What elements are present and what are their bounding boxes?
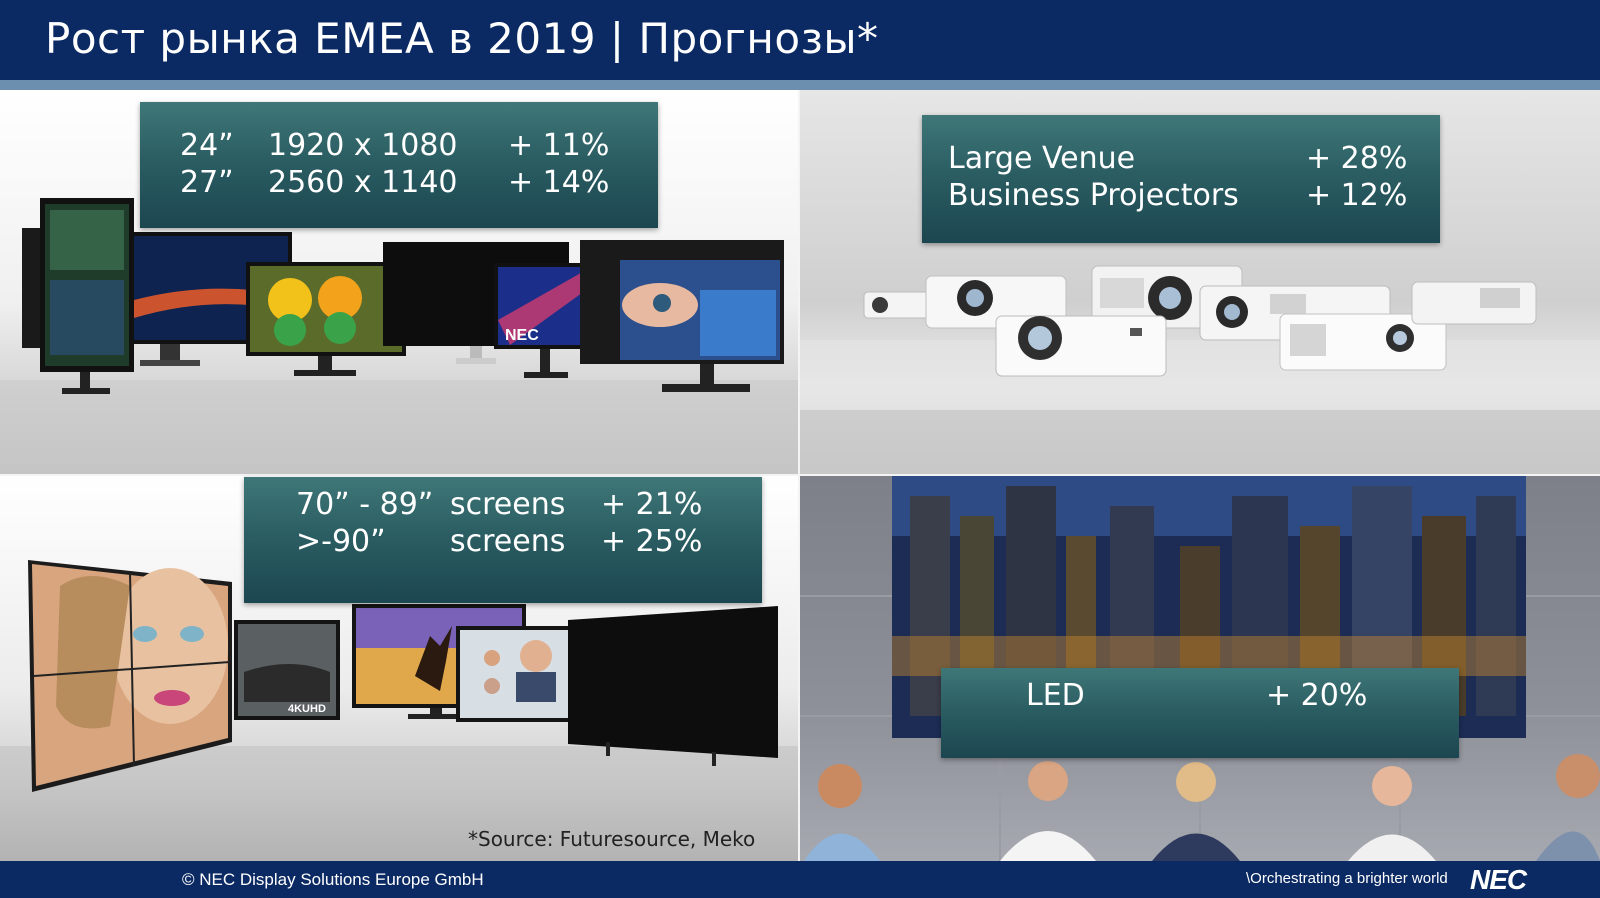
large-displays-illustration: 4KUHD xyxy=(0,560,798,861)
slide-title: Рост рынка EMEA в 2019 | Прогнозы* xyxy=(45,14,879,63)
footer-bar: © NEC Display Solutions Europe GmbH \Orc… xyxy=(0,861,1600,898)
projectors-row-business: Business Projectors + 12% xyxy=(922,178,1440,218)
nec-logo: NEC xyxy=(1470,864,1527,895)
projectors-row-large-venue: Large Venue + 28% xyxy=(922,141,1440,181)
title-bar: Рост рынка EMEA в 2019 | Прогнозы* xyxy=(0,0,1600,80)
uhd-badge: 4KUHD xyxy=(288,703,326,715)
projector-1 xyxy=(863,291,945,319)
display-videoconference xyxy=(456,626,574,722)
large-displays-row-70-89: 70” - 89” screens + 21% xyxy=(244,487,762,527)
projector-6 xyxy=(1279,313,1447,371)
led-row: LED + 20% xyxy=(941,678,1459,718)
monitor-growth: + 11% xyxy=(508,128,610,163)
projector-category: Business Projectors xyxy=(948,178,1239,213)
screen-size: >-90” xyxy=(296,524,386,559)
large-displays-stat-box: 70” - 89” screens + 21% >-90” screens + … xyxy=(244,477,762,603)
screen-growth: + 25% xyxy=(601,524,703,559)
panel-divider-horizontal xyxy=(0,474,1600,476)
screen-size: 70” - 89” xyxy=(296,487,434,522)
projector-growth: + 28% xyxy=(1306,141,1408,176)
monitors-illustration: NEC xyxy=(0,198,798,474)
monitor-resolution: 2560 x 1140 xyxy=(268,165,458,200)
projectors-stat-box: Large Venue + 28% Business Projectors + … xyxy=(922,115,1440,243)
projector-4 xyxy=(995,315,1167,377)
display-car: 4KUHD xyxy=(234,620,340,720)
source-note: *Source: Futuresource, Meko xyxy=(468,827,756,851)
screen-label: screens xyxy=(450,487,566,522)
copyright-text: © NEC Display Solutions Europe GmbH xyxy=(182,870,484,889)
led-label: LED xyxy=(1026,678,1085,713)
projectors-panel xyxy=(800,90,1600,474)
video-wall xyxy=(28,560,232,792)
audience xyxy=(804,754,1600,861)
monitor-size: 24” xyxy=(180,128,234,163)
projector-growth: + 12% xyxy=(1306,178,1408,213)
led-growth: + 20% xyxy=(1266,678,1368,713)
screen-growth: + 21% xyxy=(601,487,703,522)
monitor-size: 27” xyxy=(180,165,234,200)
title-accent-stripe xyxy=(0,80,1600,90)
monitors-stat-box: 24” 1920 x 1080 + 11% 27” 2560 x 1140 + … xyxy=(140,102,658,228)
projector-7 xyxy=(1411,281,1537,325)
large-displays-row-90: >-90” screens + 25% xyxy=(244,524,762,564)
projector-2 xyxy=(925,275,1067,329)
monitors-row-24: 24” 1920 x 1080 + 11% xyxy=(140,128,658,168)
projector-category: Large Venue xyxy=(948,141,1136,176)
monitor-resolution: 1920 x 1080 xyxy=(268,128,458,163)
monitor-brand-label: NEC xyxy=(505,327,539,344)
tagline-text: \Orchestrating a brighter world xyxy=(1246,870,1448,887)
display-black-large xyxy=(568,606,778,766)
led-stat-box: LED + 20% xyxy=(941,668,1459,758)
monitors-row-27: 27” 2560 x 1140 + 14% xyxy=(140,165,658,205)
screen-label: screens xyxy=(450,524,566,559)
projectors-illustration xyxy=(800,265,1600,474)
large-displays-panel: 4KUHD xyxy=(0,476,798,861)
monitor-growth: + 14% xyxy=(508,165,610,200)
